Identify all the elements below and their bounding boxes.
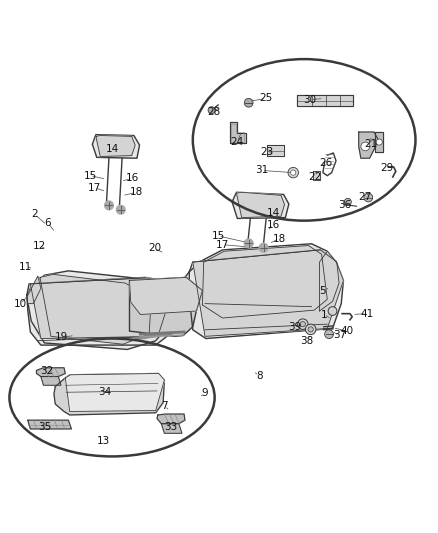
Text: 19: 19 xyxy=(55,332,68,342)
Text: 16: 16 xyxy=(126,173,139,183)
Polygon shape xyxy=(375,132,383,152)
Circle shape xyxy=(361,142,370,151)
Text: 2: 2 xyxy=(32,209,38,219)
Text: 20: 20 xyxy=(148,243,161,253)
Text: 35: 35 xyxy=(38,422,51,432)
Polygon shape xyxy=(230,123,246,143)
Text: 31: 31 xyxy=(255,165,268,175)
Text: 16: 16 xyxy=(267,220,280,230)
Text: 9: 9 xyxy=(202,388,208,398)
Circle shape xyxy=(208,107,215,114)
Text: 1: 1 xyxy=(321,310,327,319)
Circle shape xyxy=(325,330,333,338)
Polygon shape xyxy=(183,244,339,319)
Text: 12: 12 xyxy=(32,240,46,251)
Text: 32: 32 xyxy=(40,366,53,376)
Text: 22: 22 xyxy=(308,172,321,182)
Polygon shape xyxy=(202,246,327,318)
Circle shape xyxy=(328,306,337,316)
Circle shape xyxy=(105,201,113,210)
Polygon shape xyxy=(27,276,41,304)
Polygon shape xyxy=(237,192,285,217)
Circle shape xyxy=(308,327,313,332)
Text: 29: 29 xyxy=(381,163,394,173)
Circle shape xyxy=(300,321,305,327)
Text: 26: 26 xyxy=(319,158,332,167)
Text: 11: 11 xyxy=(19,262,32,271)
Polygon shape xyxy=(92,135,140,158)
Text: 39: 39 xyxy=(288,322,302,332)
Text: 8: 8 xyxy=(256,370,262,381)
Circle shape xyxy=(364,193,373,202)
Polygon shape xyxy=(359,132,378,158)
Polygon shape xyxy=(313,171,320,180)
Polygon shape xyxy=(54,374,164,415)
Text: 18: 18 xyxy=(272,233,286,244)
Text: 13: 13 xyxy=(97,436,110,446)
Circle shape xyxy=(376,139,382,145)
Polygon shape xyxy=(27,277,182,345)
Text: 10: 10 xyxy=(14,298,27,309)
Text: 15: 15 xyxy=(212,231,225,241)
Text: 14: 14 xyxy=(106,144,119,155)
Polygon shape xyxy=(41,376,61,385)
Polygon shape xyxy=(319,251,339,311)
Text: 34: 34 xyxy=(98,387,111,397)
Text: 7: 7 xyxy=(161,401,168,411)
Circle shape xyxy=(288,167,298,178)
Text: 17: 17 xyxy=(88,183,101,193)
Text: 17: 17 xyxy=(216,240,229,249)
Circle shape xyxy=(259,244,268,252)
Text: 36: 36 xyxy=(338,200,351,211)
Circle shape xyxy=(344,198,351,205)
Polygon shape xyxy=(161,424,182,433)
Polygon shape xyxy=(232,192,289,219)
Text: 40: 40 xyxy=(340,326,353,336)
Circle shape xyxy=(297,319,308,329)
Polygon shape xyxy=(193,250,343,336)
Text: 6: 6 xyxy=(45,218,51,228)
Text: 38: 38 xyxy=(300,336,314,346)
Text: 37: 37 xyxy=(333,330,346,341)
Text: 27: 27 xyxy=(359,192,372,201)
Polygon shape xyxy=(27,271,171,350)
Text: 14: 14 xyxy=(267,208,280,218)
Polygon shape xyxy=(65,374,164,411)
Circle shape xyxy=(305,324,316,335)
Circle shape xyxy=(244,99,253,107)
Circle shape xyxy=(117,205,125,214)
Polygon shape xyxy=(130,277,202,314)
Text: 25: 25 xyxy=(260,93,273,103)
Polygon shape xyxy=(130,277,202,336)
Circle shape xyxy=(290,170,296,175)
Text: 23: 23 xyxy=(261,147,274,157)
Text: 30: 30 xyxy=(303,95,316,104)
Text: 28: 28 xyxy=(207,107,220,117)
Text: 5: 5 xyxy=(320,286,326,295)
Text: 41: 41 xyxy=(360,309,373,319)
Polygon shape xyxy=(267,145,284,157)
Polygon shape xyxy=(40,274,151,344)
Polygon shape xyxy=(28,420,71,429)
Text: 33: 33 xyxy=(164,422,177,432)
Polygon shape xyxy=(96,135,135,157)
Polygon shape xyxy=(189,250,343,338)
Text: 24: 24 xyxy=(231,137,244,147)
Polygon shape xyxy=(30,278,173,338)
Text: 18: 18 xyxy=(129,187,143,197)
Polygon shape xyxy=(297,95,353,106)
Text: 15: 15 xyxy=(84,171,97,181)
Polygon shape xyxy=(157,414,185,424)
Text: 21: 21 xyxy=(364,139,378,149)
Polygon shape xyxy=(36,368,65,376)
Circle shape xyxy=(244,239,253,248)
